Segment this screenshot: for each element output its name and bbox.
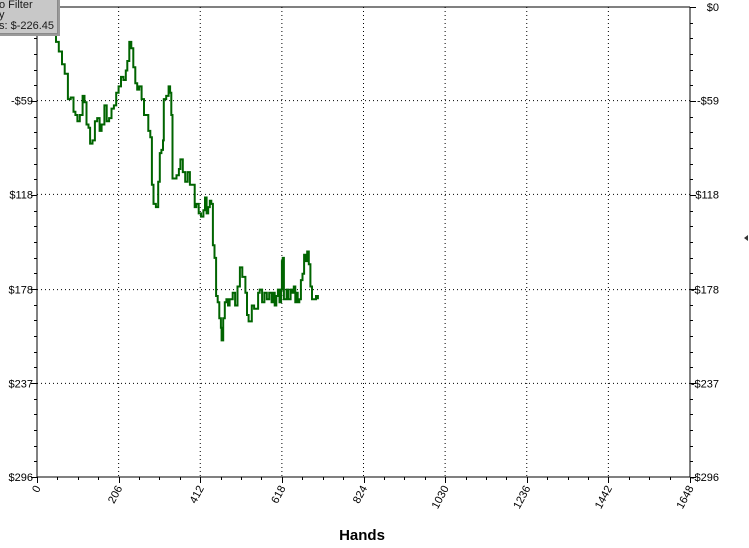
scroll-left-arrow-icon[interactable] — [744, 235, 748, 241]
y-tick-label-left: $237 — [9, 378, 33, 390]
y-tick-label-left: $178 — [9, 285, 33, 297]
x-tick-label: 618 — [269, 484, 288, 506]
legend-box[interactable]: o Filter y s: $-226.45 — [0, 0, 58, 34]
y-tick-label-left: -$59 — [11, 96, 33, 108]
y-tick-label-right: $0 — [707, 2, 719, 14]
y-tick-label-right: -$118 — [692, 189, 719, 201]
x-tick-label: 1236 — [511, 484, 533, 511]
x-tick-label: 1648 — [675, 484, 697, 511]
y-tick-label-right: -$237 — [691, 378, 719, 390]
x-tick-label: 1030 — [430, 484, 452, 511]
series-line-group — [37, 9, 319, 342]
grid-lines — [37, 7, 690, 477]
legend-filter-text: o Filter — [0, 0, 33, 11]
x-tick-label: 824 — [351, 484, 370, 506]
legend-type-text: y — [0, 10, 5, 21]
y-tick-label-right: -$296 — [691, 472, 719, 484]
y-tick-label-left: $118 — [9, 189, 33, 201]
x-axis-title: Hands — [339, 527, 385, 544]
x-tick-label: 0 — [30, 484, 43, 495]
y-tick-label-right: -$178 — [691, 285, 719, 297]
legend-total-text: s: $-226.45 — [0, 20, 55, 32]
axis-ticks — [31, 7, 696, 483]
y-tick-label-right: -$59 — [697, 96, 719, 108]
axis-labels: -$59 $118 $178 $237 $296 $0 -$59 -$118 -$178 -$23… — [9, 2, 719, 511]
x-tick-label: 206 — [106, 484, 125, 506]
series-line — [37, 9, 319, 342]
x-tick-label: 412 — [188, 484, 207, 506]
y-tick-label-left: $296 — [9, 472, 33, 484]
x-tick-label: 1442 — [593, 484, 615, 511]
